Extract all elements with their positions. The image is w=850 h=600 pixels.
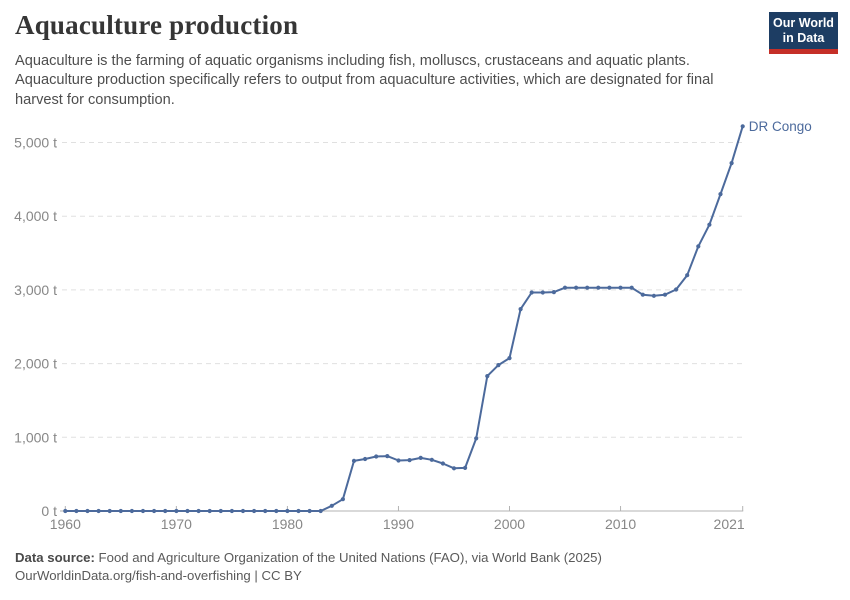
data-point[interactable] <box>451 466 457 471</box>
y-axis-tick-label: 0 t <box>41 503 57 519</box>
data-source-text: Food and Agriculture Organization of the… <box>94 550 602 565</box>
data-point[interactable] <box>140 508 146 514</box>
attribution-link[interactable]: OurWorldinData.org/fish-and-overfishing … <box>15 568 302 584</box>
data-point[interactable] <box>229 508 234 514</box>
data-point[interactable] <box>285 508 290 514</box>
data-point[interactable] <box>363 456 368 462</box>
data-point[interactable] <box>596 285 601 290</box>
x-axis-tick-label: 1970 <box>161 516 192 532</box>
y-axis-tick-label: 5,000 t <box>14 135 57 151</box>
data-point[interactable] <box>63 508 68 514</box>
data-point[interactable] <box>629 285 634 290</box>
data-point[interactable] <box>351 458 357 463</box>
data-point[interactable] <box>640 292 645 297</box>
y-axis-tick-label: 2,000 t <box>14 356 57 372</box>
y-axis-tick-label: 3,000 t <box>14 282 57 298</box>
data-point[interactable] <box>740 124 745 129</box>
data-point[interactable] <box>318 508 323 514</box>
chart-subtitle: Aquaculture is the farming of aquatic or… <box>15 53 714 108</box>
data-point[interactable] <box>107 508 112 514</box>
data-point[interactable] <box>618 285 623 290</box>
data-point[interactable] <box>274 508 279 514</box>
y-axis-tick-label: 4,000 t <box>14 208 57 224</box>
data-point[interactable] <box>196 508 201 514</box>
data-point[interactable] <box>651 293 657 298</box>
data-point[interactable] <box>662 292 668 297</box>
x-axis-tick-label: 2000 <box>494 516 525 532</box>
data-point[interactable] <box>429 457 434 462</box>
data-point[interactable] <box>163 508 168 514</box>
page-title: Aquaculture production <box>15 10 299 40</box>
y-axis-tick-label: 1,000 t <box>14 429 57 445</box>
x-axis-tick-label: 1990 <box>383 516 414 532</box>
chart-footer: Data source: Food and Agriculture Organi… <box>15 549 602 585</box>
data-point[interactable] <box>674 287 679 292</box>
data-point[interactable] <box>418 455 423 460</box>
data-point[interactable] <box>340 497 345 502</box>
data-source-label: Data source: <box>15 550 95 565</box>
data-point[interactable] <box>118 508 123 514</box>
data-point[interactable] <box>585 285 590 290</box>
data-point[interactable] <box>396 458 401 463</box>
data-point[interactable] <box>729 161 734 166</box>
data-point[interactable] <box>152 508 157 514</box>
data-point[interactable] <box>307 508 312 514</box>
entity-label[interactable]: DR Congo <box>749 119 812 134</box>
data-point[interactable] <box>218 508 223 514</box>
data-point[interactable] <box>529 290 534 295</box>
x-axis-tick-label: 2021 <box>714 516 745 532</box>
data-point[interactable] <box>685 273 690 278</box>
data-point[interactable] <box>240 508 246 514</box>
owid-logo[interactable]: Our World in Data <box>769 12 838 54</box>
data-point[interactable] <box>440 461 445 466</box>
line-chart: 0 t 1,000 t 2,000 t 3,000 t 4,000 t 5,000 t 19… <box>14 119 812 532</box>
x-axis-tick-label: 1960 <box>50 516 81 532</box>
data-point[interactable] <box>518 307 523 312</box>
data-point[interactable] <box>551 290 557 295</box>
data-point[interactable] <box>296 508 301 514</box>
data-point[interactable] <box>96 508 101 514</box>
data-point[interactable] <box>463 465 468 470</box>
data-point[interactable] <box>85 508 90 514</box>
x-axis-tick-label: 1980 <box>272 516 303 532</box>
data-point[interactable] <box>329 503 334 508</box>
data-point[interactable] <box>207 508 212 514</box>
data-source-line: Data source: Food and Agriculture Organi… <box>15 549 602 567</box>
chart-line <box>64 125 744 512</box>
data-point[interactable] <box>485 374 490 379</box>
x-axis-tick-label: 2010 <box>605 516 636 532</box>
data-point[interactable] <box>562 285 568 290</box>
data-point[interactable] <box>74 508 79 514</box>
data-point[interactable] <box>263 508 268 514</box>
data-point[interactable] <box>474 436 479 441</box>
data-point[interactable] <box>696 244 701 249</box>
owid-logo-line2: in Data <box>782 30 825 45</box>
data-point[interactable] <box>496 363 501 368</box>
data-point[interactable] <box>407 458 412 463</box>
owid-logo-line1: Our World <box>773 15 834 30</box>
data-point[interactable] <box>129 508 134 514</box>
data-point[interactable] <box>185 508 190 514</box>
data-point[interactable] <box>707 222 712 227</box>
data-point[interactable] <box>374 454 379 459</box>
data-point[interactable] <box>507 356 512 361</box>
data-point[interactable] <box>174 508 179 514</box>
data-point[interactable] <box>718 192 723 197</box>
data-point[interactable] <box>574 285 579 290</box>
data-point[interactable] <box>385 454 390 459</box>
data-point[interactable] <box>540 290 545 295</box>
data-point[interactable] <box>252 508 257 514</box>
data-point[interactable] <box>607 285 612 290</box>
